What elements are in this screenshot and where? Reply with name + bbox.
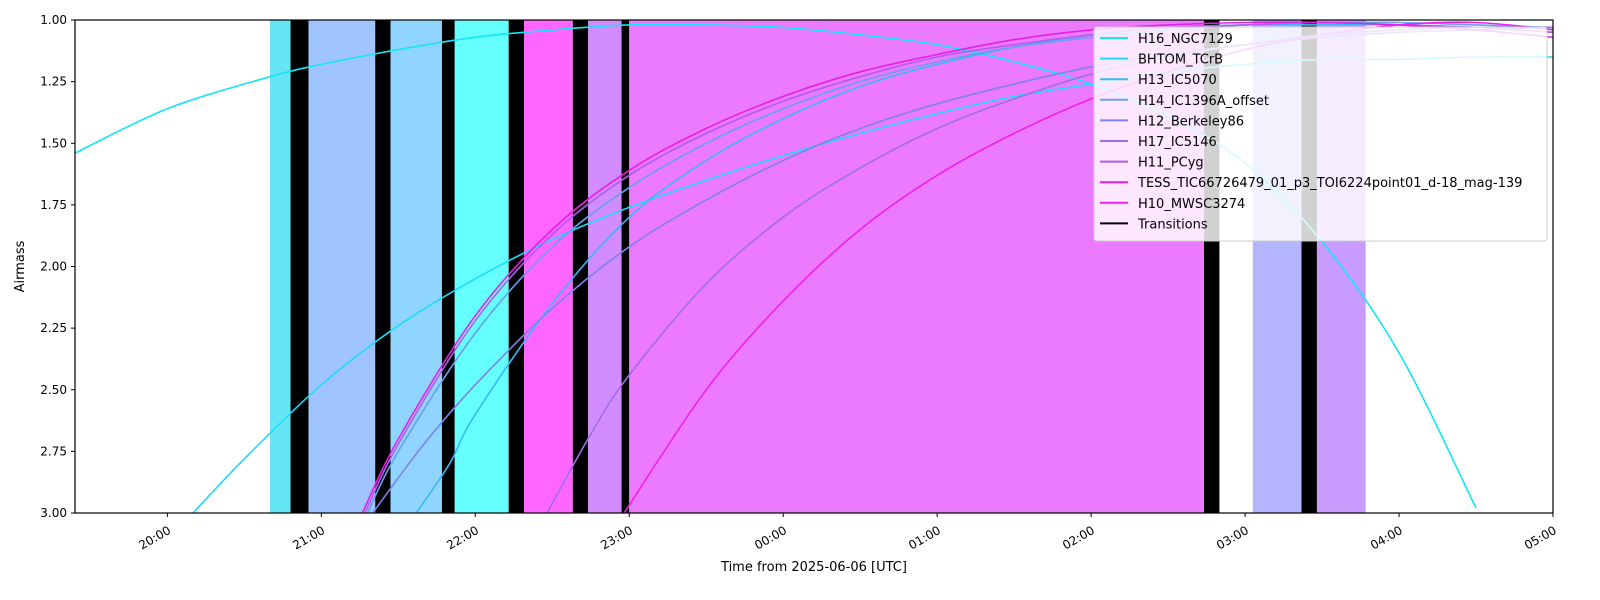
x-tick-label: 22:00: [444, 523, 481, 552]
x-tick-label: 20:00: [136, 523, 173, 552]
series-line-H10_MWSC3274: [623, 21, 1553, 513]
observation-block: [308, 20, 376, 513]
transition-band: [621, 20, 630, 513]
x-tick-label: 01:00: [906, 523, 943, 552]
transition-band: [375, 20, 391, 513]
y-tick-label: 3.00: [40, 506, 67, 520]
x-tick-label: 03:00: [1214, 523, 1251, 552]
series-line-H13_IC5070: [415, 23, 1553, 513]
transition-band: [441, 20, 455, 513]
series-line-TESS_TIC66726479_01_p3_TOI6224point01_d-18_mag-139: [361, 21, 1553, 513]
x-tick-label: 05:00: [1522, 523, 1559, 552]
observation-block: [454, 20, 509, 513]
y-axis: 1.00 1.25 1.50 1.75 2.00 2.25 2.50 2.75 3.00: [40, 13, 75, 520]
legend-label: H17_IC5146: [1138, 135, 1217, 150]
airmass-curves: [75, 21, 1553, 513]
observation-block: [390, 20, 442, 513]
transition-band: [572, 20, 589, 513]
legend-label: H16_NGC7129: [1138, 32, 1233, 47]
legend-label: H13_IC5070: [1138, 73, 1217, 88]
x-tick-label: 23:00: [598, 523, 635, 552]
x-tick-label: 21:00: [290, 523, 327, 552]
legend-label: H12_Berkeley86: [1138, 114, 1244, 129]
y-tick-label: 1.25: [40, 75, 67, 89]
y-axis-label: Airmass: [13, 240, 28, 292]
x-axis: 20:00 21:00 22:00 23:00 00:00 01:00 02:00 03:00…: [136, 513, 1559, 553]
legend-box: [1093, 26, 1548, 242]
x-tick-label: 00:00: [752, 523, 789, 552]
y-tick-label: 2.00: [40, 260, 67, 274]
y-tick-label: 1.50: [40, 136, 67, 150]
legend-label: BHTOM_TCrB: [1138, 53, 1223, 68]
transition-band: [290, 20, 309, 513]
y-tick-label: 2.25: [40, 321, 67, 335]
legend-label: Transitions: [1137, 217, 1208, 232]
observation-blocks: [270, 20, 1366, 513]
x-tick-label: 02:00: [1060, 523, 1097, 552]
legend-label: H11_PCyg: [1138, 156, 1204, 171]
legend-label: H10_MWSC3274: [1138, 197, 1245, 212]
legend: H16_NGC7129 BHTOM_TCrB H13_IC5070 H14_IC139…: [1093, 26, 1548, 242]
observation-block: [270, 20, 291, 513]
x-tick-label: 04:00: [1368, 523, 1405, 552]
legend-label: TESS_TIC66726479_01_p3_TOI6224point01_d-…: [1137, 176, 1522, 191]
y-tick-label: 1.75: [40, 198, 67, 212]
y-tick-label: 2.50: [40, 383, 67, 397]
x-axis-label: Time from 2025-06-06 [UTC]: [720, 560, 907, 575]
observation-block: [588, 20, 622, 513]
legend-label: H14_IC1396A_offset: [1138, 94, 1269, 109]
y-tick-label: 1.00: [40, 13, 67, 27]
y-tick-label: 2.75: [40, 444, 67, 458]
